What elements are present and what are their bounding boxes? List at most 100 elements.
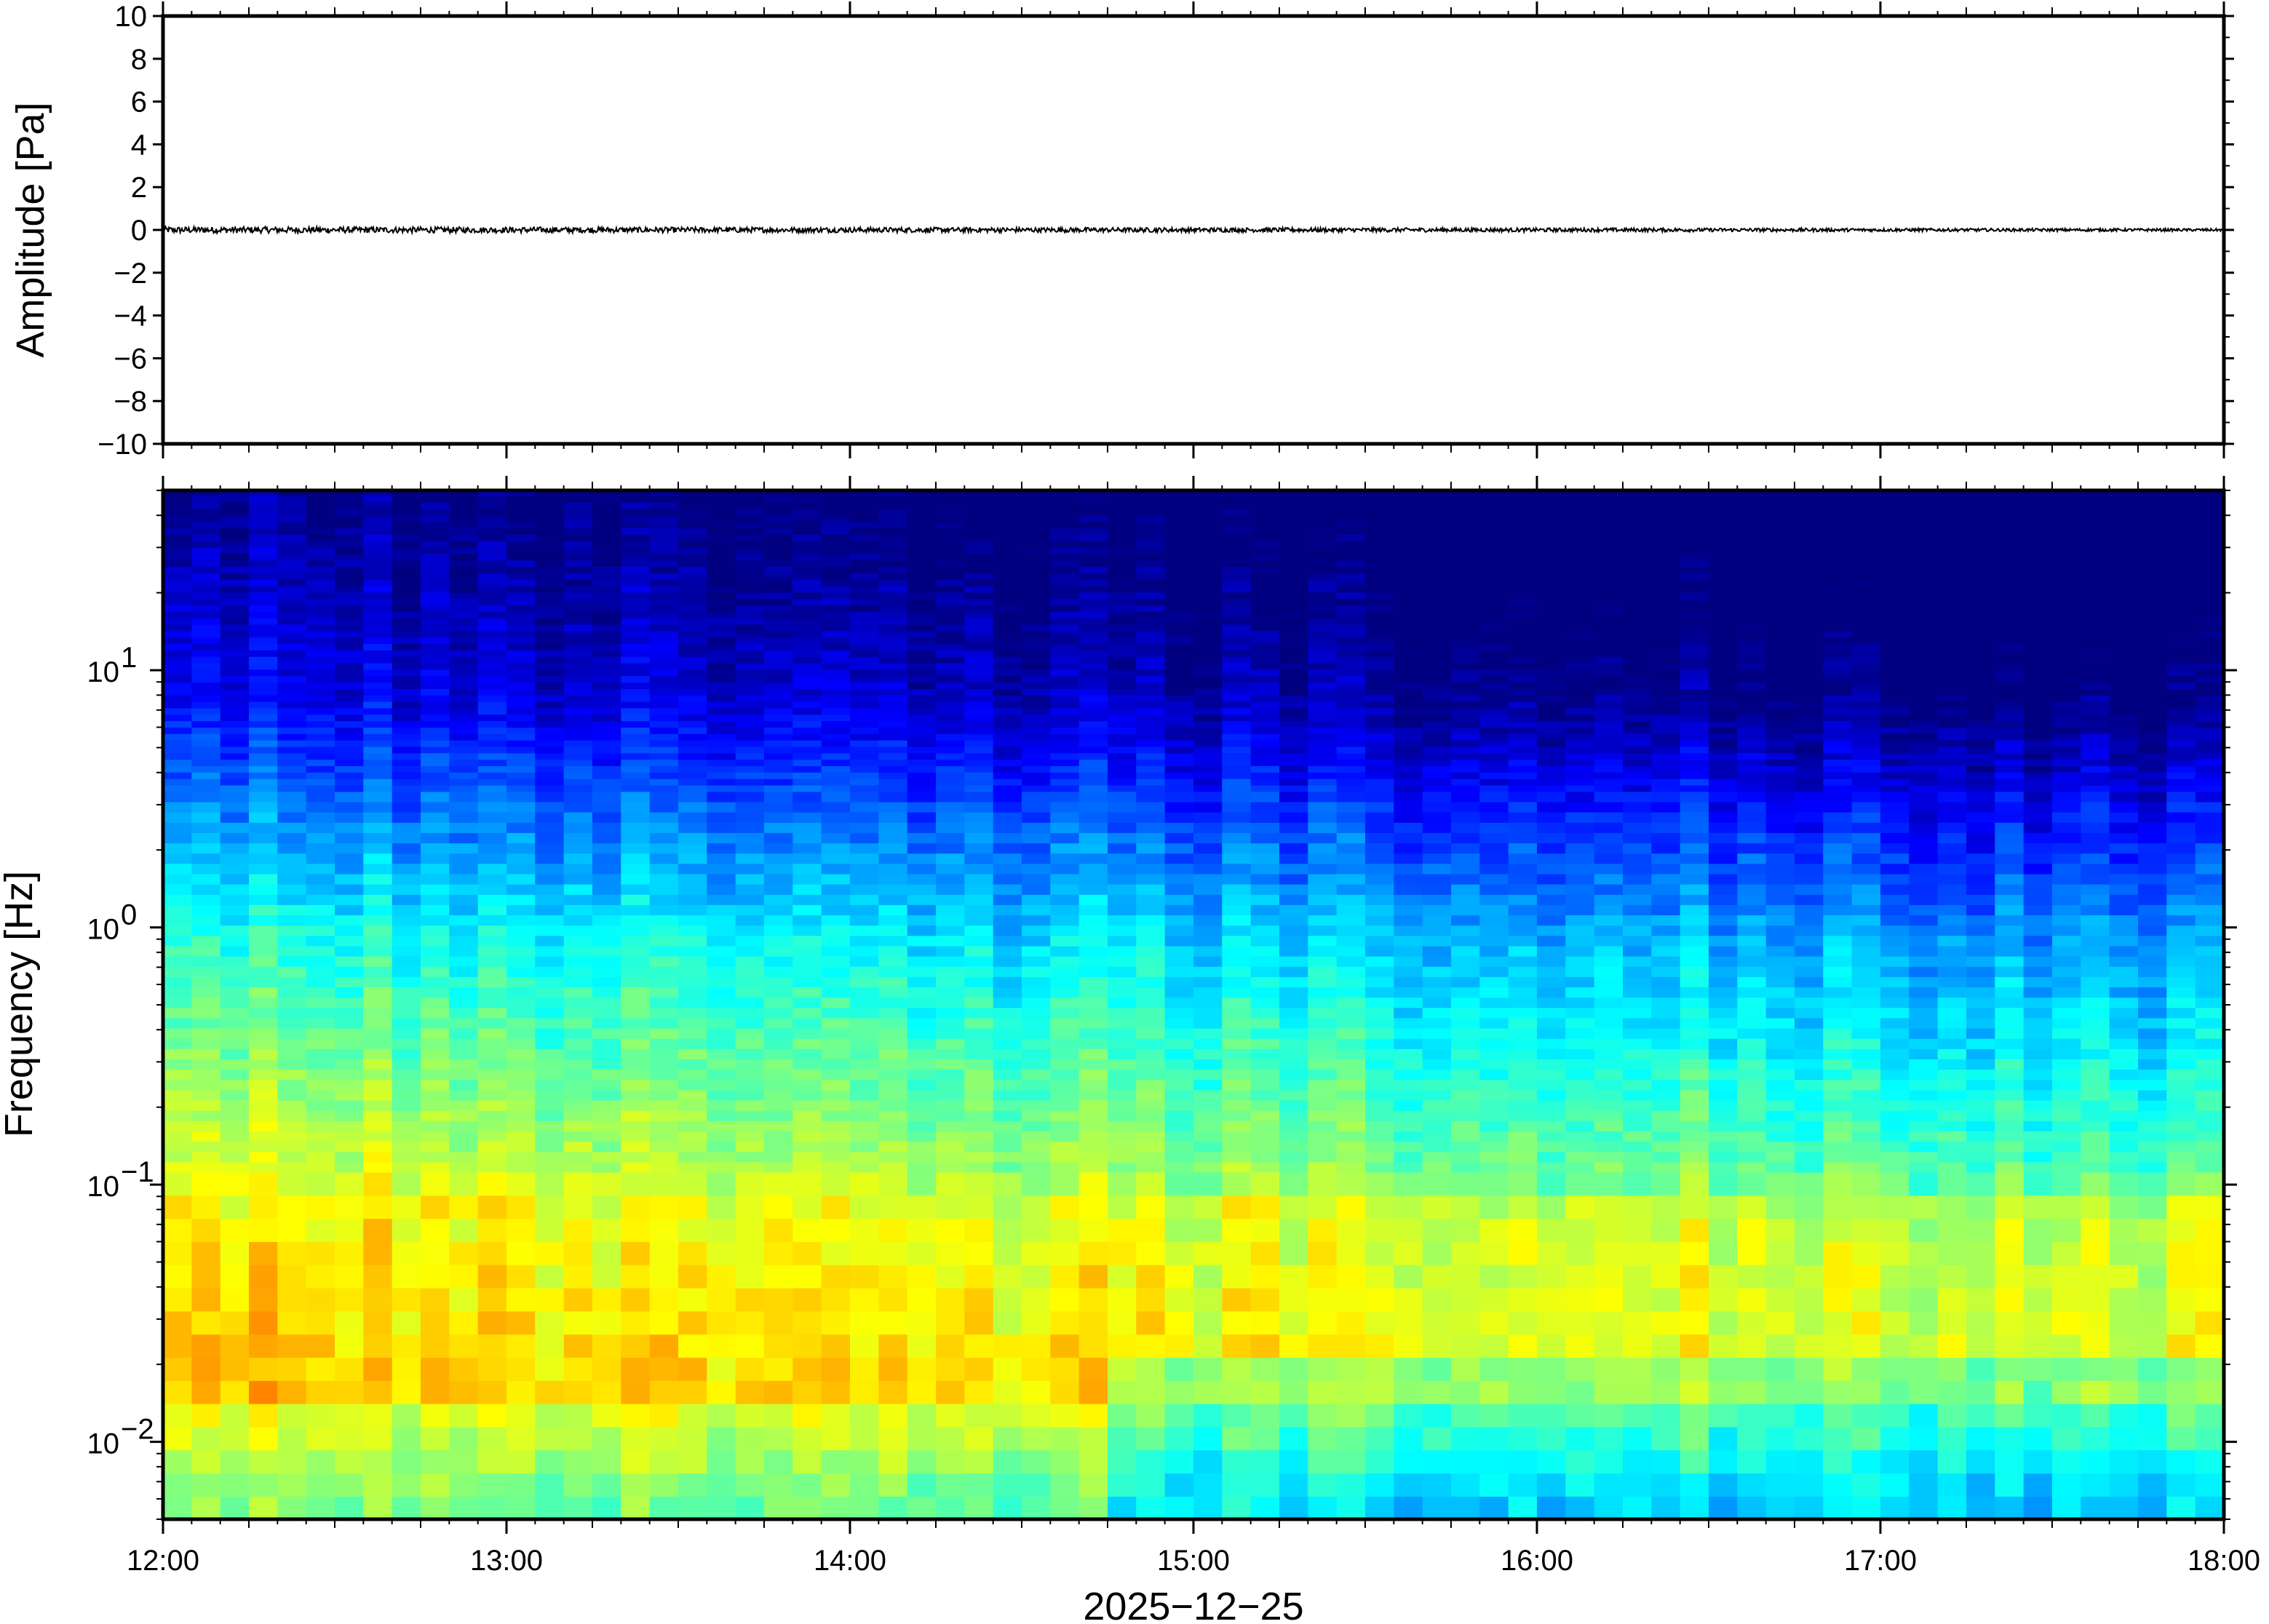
spectrogram-cell <box>1279 894 1309 905</box>
spectrogram-cell <box>621 598 651 606</box>
spectrogram-cell <box>1136 695 1166 702</box>
spectrogram-cell <box>335 514 365 522</box>
spectrogram-cell <box>1336 514 1366 522</box>
spectrogram-cell <box>363 579 393 586</box>
spectrogram-cell <box>249 675 279 683</box>
spectrogram-cell <box>1479 1007 1509 1019</box>
spectrogram-cell <box>277 611 307 618</box>
spectrogram-cell <box>592 1380 622 1404</box>
waveform-y-axis-title: Amplitude [Pa] <box>9 102 52 357</box>
spectrogram-cell <box>449 752 479 760</box>
spectrogram-cell <box>1136 490 1166 496</box>
spectrogram-cell <box>506 1426 536 1451</box>
spectrogram-cell <box>649 490 679 496</box>
spectrogram-cell <box>1250 573 1280 580</box>
spectrogram-cell <box>1136 739 1166 747</box>
spectrogram-cell <box>506 1496 536 1519</box>
spectrogram-cell <box>1508 707 1538 715</box>
spectrogram-cell <box>535 495 565 503</box>
spectrogram-cell <box>592 1449 622 1474</box>
spectrogram-cell <box>821 669 851 677</box>
spectrogram-cell <box>306 759 335 766</box>
spectrogram-cell <box>1108 1131 1137 1142</box>
spectrogram-cell <box>1222 560 1252 567</box>
spectrogram-cell <box>1279 727 1309 734</box>
spectrogram-cell <box>506 662 536 670</box>
spectrogram-cell <box>1451 553 1481 561</box>
spectrogram-cell <box>1537 894 1567 905</box>
spectrogram-cell <box>392 707 421 715</box>
spectrogram-cell <box>850 1099 880 1111</box>
spectrogram-cell <box>678 592 708 600</box>
spectrogram-cell <box>392 573 421 580</box>
spectrogram-cell <box>735 727 765 734</box>
spectrogram-cell <box>936 1195 966 1219</box>
spectrogram-cell <box>936 495 966 503</box>
spectrogram-cell <box>163 714 193 722</box>
spectrogram-cell <box>363 546 393 554</box>
spectrogram-cell <box>1022 1110 1052 1121</box>
spectrogram-cell <box>477 1059 507 1070</box>
spectrogram-cell <box>220 1121 250 1131</box>
spectrogram-cell <box>1279 573 1309 580</box>
spectrogram-cell <box>936 1089 966 1101</box>
spectrogram-cell <box>249 682 279 689</box>
spectrogram-cell <box>306 966 335 977</box>
spectrogram-cell <box>1308 650 1338 657</box>
spectrogram-cell <box>621 1027 651 1039</box>
spectrogram-cell <box>163 528 193 535</box>
spectrogram-cell <box>1508 778 1538 786</box>
spectrogram-cell <box>335 553 365 561</box>
spectrogram-cell <box>1164 540 1194 548</box>
spectrogram-cell <box>306 1241 335 1265</box>
spectrogram-cell <box>1279 605 1309 612</box>
spectrogram-cell <box>421 669 450 677</box>
spectrogram-cell <box>878 701 908 709</box>
spectrogram-cell <box>506 746 536 754</box>
spectrogram-cell <box>1537 1048 1567 1059</box>
spectrogram-cell <box>477 624 507 632</box>
spectrogram-cell <box>821 501 851 509</box>
spectrogram-cell <box>477 573 507 580</box>
spectrogram-cell <box>621 1161 651 1173</box>
spectrogram-cell <box>907 695 937 702</box>
spectrogram-cell <box>1108 752 1137 760</box>
spectrogram-cell <box>1394 801 1423 813</box>
spectrogram-cell <box>1308 1131 1338 1142</box>
spectrogram-cell <box>1222 1151 1252 1163</box>
spectrogram-cell <box>1308 925 1338 936</box>
spectrogram-cell <box>678 925 708 936</box>
spectrogram-cell <box>821 656 851 664</box>
spectrogram-cell <box>363 605 393 612</box>
spectrogram-cell <box>535 784 565 792</box>
spectrogram-cell <box>1479 1069 1509 1080</box>
spectrogram-cell <box>535 1099 565 1111</box>
spectrogram-cell <box>1365 1089 1395 1101</box>
spectrogram-cell <box>306 1069 335 1080</box>
spectrogram-cell <box>306 1131 335 1142</box>
spectrogram-cell <box>878 1059 908 1070</box>
spectrogram-cell <box>993 791 1022 803</box>
spectrogram-cell <box>449 1287 479 1312</box>
spectrogram-cell <box>821 987 851 998</box>
spectrogram-cell <box>964 611 994 618</box>
spectrogram-cell <box>1022 752 1052 760</box>
spectrogram-cell <box>249 945 279 957</box>
spectrogram-cell <box>1250 540 1280 548</box>
spectrogram-cell <box>363 843 393 854</box>
spectrogram-cell <box>1308 1310 1338 1335</box>
spectrogram-cell <box>1394 514 1423 522</box>
spectrogram-cell <box>907 1195 937 1219</box>
spectrogram-cell <box>764 560 794 567</box>
spectrogram-cell <box>1365 966 1395 977</box>
spectrogram-cell <box>621 778 651 786</box>
spectrogram-cell <box>421 514 450 522</box>
spectrogram-cell <box>1279 1195 1309 1219</box>
spectrogram-cell <box>1164 1038 1194 1049</box>
spectrogram-cell <box>1537 1059 1567 1070</box>
spectrogram-cell <box>1078 976 1108 987</box>
spectrogram-cell <box>1222 1218 1252 1242</box>
spectrogram-cell <box>220 1131 250 1142</box>
spectrogram-cell <box>1193 1171 1223 1196</box>
spectrogram-cell <box>907 1048 937 1059</box>
